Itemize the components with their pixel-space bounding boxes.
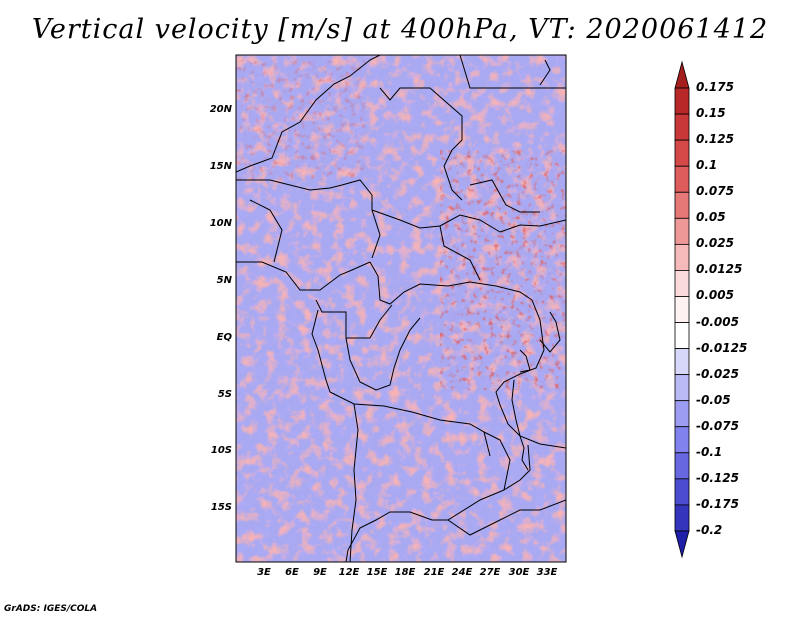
grads-credit: GrADS: IGES/COLA — [4, 604, 98, 614]
lat-label-5s: 5S — [217, 389, 232, 400]
colorbar-swatch — [674, 243, 690, 271]
colorbar-swatch — [674, 60, 690, 89]
lon-label-12e: 12E — [338, 567, 360, 578]
colorbar-tick-label: 0.0125 — [696, 262, 743, 277]
colorbar-tick-label: 0.125 — [696, 132, 734, 147]
country-borders — [236, 55, 566, 562]
colorbar-tick-label: -0.025 — [696, 366, 739, 381]
lat-label-10s: 10S — [210, 445, 232, 456]
velocity-field — [236, 55, 566, 562]
map-title: Vertical velocity [m/s] at 400hPa, VT: 2… — [31, 14, 769, 45]
lon-label-15e: 15E — [366, 567, 388, 578]
colorbar-swatch — [674, 322, 690, 349]
colorbar-swatch — [674, 374, 690, 402]
colorbar — [674, 60, 690, 559]
colorbar-swatch — [674, 270, 690, 297]
lat-label-15s: 15S — [210, 502, 232, 513]
colorbar-tick-label: 0.175 — [696, 80, 734, 95]
colorbar-tick-label: -0.075 — [696, 418, 739, 433]
colorbar-swatch — [674, 296, 690, 323]
colorbar-tick-label: -0.1 — [696, 444, 723, 459]
colorbar-swatch — [674, 87, 690, 115]
colorbar-tick-label: -0.0125 — [696, 340, 748, 355]
colorbar-tick-label: 0.05 — [696, 210, 726, 225]
colorbar-tick-label: -0.05 — [696, 392, 731, 407]
lon-label-21e: 21E — [423, 567, 445, 578]
colorbar-swatch — [674, 165, 690, 193]
colorbar-swatch — [674, 113, 690, 141]
colorbar-tick-label: 0.15 — [696, 106, 726, 121]
colorbar-tick-label: -0.2 — [696, 522, 723, 537]
lon-label-9e: 9E — [313, 567, 327, 578]
colorbar-tick-label: 0.005 — [696, 288, 734, 303]
colorbar-swatch — [674, 139, 690, 167]
colorbar-tick-label: 0.025 — [696, 236, 734, 251]
colorbar-tick-label: -0.005 — [696, 314, 739, 329]
colorbar-tick-label: 0.075 — [696, 184, 734, 199]
lon-label-24e: 24E — [451, 567, 473, 578]
lon-label-3e: 3E — [257, 567, 271, 578]
colorbar-swatch — [674, 217, 690, 245]
lon-label-18e: 18E — [394, 567, 416, 578]
lat-label-20n: 20N — [209, 104, 232, 115]
colorbar-swatch — [674, 191, 690, 219]
lon-label-33e: 33E — [536, 567, 558, 578]
colorbar-swatch — [674, 426, 690, 454]
colorbar-swatch — [674, 478, 690, 506]
lon-label-27e: 27E — [479, 567, 501, 578]
lon-label-30e: 30E — [508, 567, 530, 578]
plot-frame — [235, 54, 567, 563]
colorbar-swatch — [674, 530, 690, 559]
colorbar-tick-label: -0.125 — [696, 470, 739, 485]
lon-label-6e: 6E — [285, 567, 299, 578]
colorbar-swatch — [674, 348, 690, 376]
field-convection-east — [440, 150, 566, 390]
colorbar-swatch — [674, 452, 690, 480]
colorbar-swatch — [674, 400, 690, 428]
colorbar-tick-label: 0.1 — [696, 158, 718, 173]
lat-label-eq: EQ — [216, 332, 232, 343]
lat-label-15n: 15N — [209, 161, 232, 172]
colorbar-swatch — [674, 504, 690, 532]
lat-label-10n: 10N — [209, 218, 232, 229]
colorbar-tick-label: -0.175 — [696, 496, 739, 511]
lat-label-5n: 5N — [216, 275, 232, 286]
